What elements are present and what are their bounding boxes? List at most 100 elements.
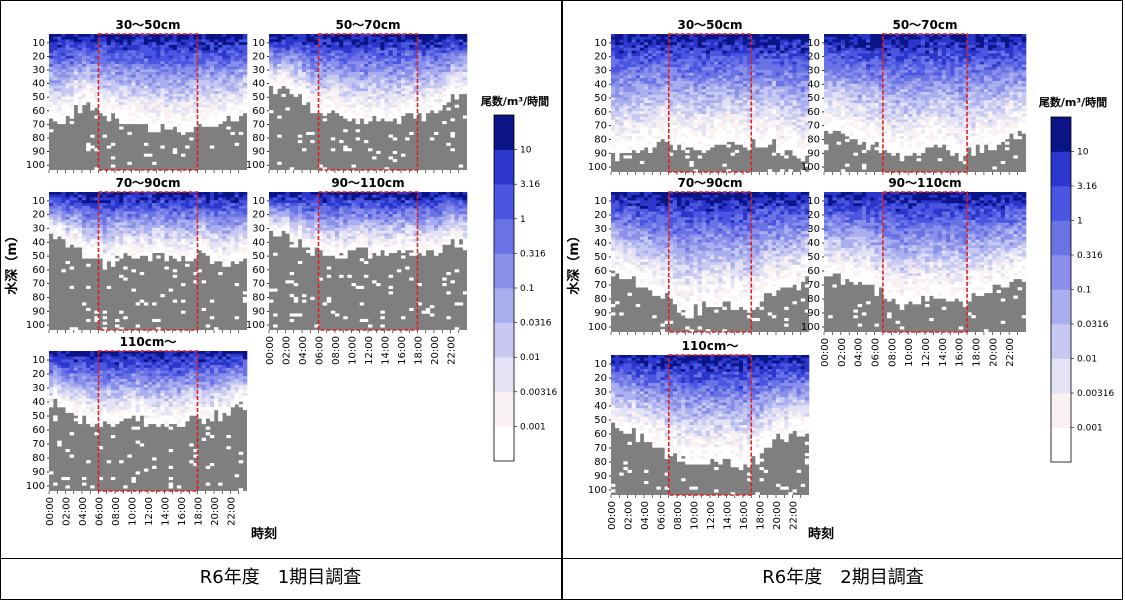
heatmap-cell: [57, 77, 62, 81]
heatmap-cell: [355, 55, 361, 59]
heatmap-cell: [392, 110, 398, 114]
heatmap-cell: [339, 110, 344, 114]
heatmap-cell: [302, 233, 307, 237]
heatmap-cell: [273, 233, 278, 237]
heatmap-cell: [384, 115, 389, 119]
heatmap-cell: [222, 112, 227, 116]
heatmap-cell: [401, 42, 406, 46]
heatmap-cell: [242, 34, 248, 38]
heatmap-cell: [152, 197, 157, 201]
heatmap-cell: [318, 61, 323, 65]
heatmap-cell: [110, 88, 116, 92]
heatmap-cell: [302, 88, 307, 92]
heatmap-cell: [193, 96, 198, 100]
heatmap-cell: [273, 58, 278, 62]
heatmap-cell: [172, 53, 178, 57]
heatmap-cell: [347, 99, 352, 103]
heatmap-cell: [330, 233, 336, 237]
heatmap-cell: [106, 145, 112, 149]
heatmap-cell: [156, 241, 161, 245]
heatmap-cell: [176, 82, 182, 86]
heatmap-cell: [205, 112, 211, 116]
heatmap-cell: [205, 203, 211, 207]
heatmap-cell: [401, 112, 406, 116]
heatmap-cell: [242, 93, 248, 97]
heatmap-cell: [139, 44, 145, 48]
heatmap-cell: [238, 102, 244, 106]
heatmap-cell: [392, 39, 398, 43]
heatmap-cell: [218, 200, 223, 204]
heatmap-cell: [94, 39, 99, 43]
heatmap-cell: [185, 39, 190, 43]
heatmap-cell: [172, 247, 178, 251]
heatmap-cell: [310, 50, 315, 54]
heatmap-cell: [392, 233, 398, 237]
heatmap-cell: [152, 66, 157, 70]
heatmap-cell: [102, 74, 108, 78]
heatmap-cell: [438, 61, 443, 65]
heatmap-cell: [339, 194, 344, 198]
heatmap-cell: [82, 230, 87, 234]
heatmap-cell: [135, 211, 141, 215]
heatmap-cell: [115, 36, 120, 40]
heatmap-cell: [123, 112, 128, 116]
heatmap-cell: [193, 219, 198, 223]
heatmap-cell: [168, 55, 174, 59]
heatmap-cell: [106, 115, 112, 119]
heatmap-cell: [359, 200, 365, 204]
heatmap-cell: [335, 72, 340, 76]
heatmap-cell: [57, 208, 62, 212]
heatmap-cell: [123, 121, 128, 125]
heatmap-cell: [462, 77, 468, 81]
heatmap-cell: [222, 61, 227, 65]
heatmap-cell: [230, 99, 235, 103]
heatmap-cell: [65, 112, 70, 116]
heatmap-cell: [326, 47, 332, 51]
heatmap-cell: [148, 219, 153, 223]
heatmap-cell: [363, 261, 369, 265]
heatmap-cell: [148, 44, 153, 48]
heatmap-cell: [269, 203, 274, 207]
heatmap-cell: [318, 238, 323, 242]
heatmap-cell: [98, 99, 103, 103]
heatmap-cell: [152, 99, 157, 103]
heatmap-cell: [322, 238, 328, 242]
heatmap-cell: [322, 77, 328, 81]
heatmap-cell: [181, 203, 186, 207]
heatmap-cell: [413, 110, 418, 114]
heatmap-cell: [409, 50, 414, 54]
heatmap-cell: [458, 55, 464, 59]
heatmap-cell: [94, 244, 99, 248]
heatmap-cell: [77, 61, 83, 65]
heatmap-cell: [289, 47, 295, 51]
heatmap-cell: [230, 36, 235, 40]
heatmap-cell: [57, 82, 62, 86]
heatmap-cell: [359, 39, 365, 43]
heatmap-cell: [363, 102, 369, 106]
heatmap-cell: [234, 203, 240, 207]
heatmap-cell: [302, 294, 307, 298]
heatmap-cell: [417, 99, 422, 103]
heatmap-cell: [438, 69, 443, 73]
heatmap-cell: [205, 42, 211, 46]
heatmap-cell: [380, 66, 385, 70]
heatmap-cell: [363, 110, 369, 114]
heatmap-cell: [139, 66, 145, 70]
heatmap-cell: [234, 44, 240, 48]
heatmap-cell: [69, 112, 75, 116]
heatmap-cell: [152, 121, 157, 125]
heatmap-cell: [176, 61, 182, 65]
heatmap-cell: [57, 61, 62, 65]
heatmap-cell: [322, 72, 328, 76]
heatmap-cell: [238, 50, 244, 54]
heatmap-cell: [318, 211, 323, 215]
heatmap-cell: [135, 112, 141, 116]
heatmap-cell: [156, 112, 161, 116]
heatmap-cell: [226, 203, 231, 207]
heatmap-cell: [335, 244, 340, 248]
heatmap-cell: [139, 34, 145, 38]
heatmap-cell: [405, 39, 410, 43]
heatmap-cell: [458, 36, 464, 40]
heatmap-cell: [172, 47, 178, 51]
heatmap-cell: [148, 249, 153, 254]
